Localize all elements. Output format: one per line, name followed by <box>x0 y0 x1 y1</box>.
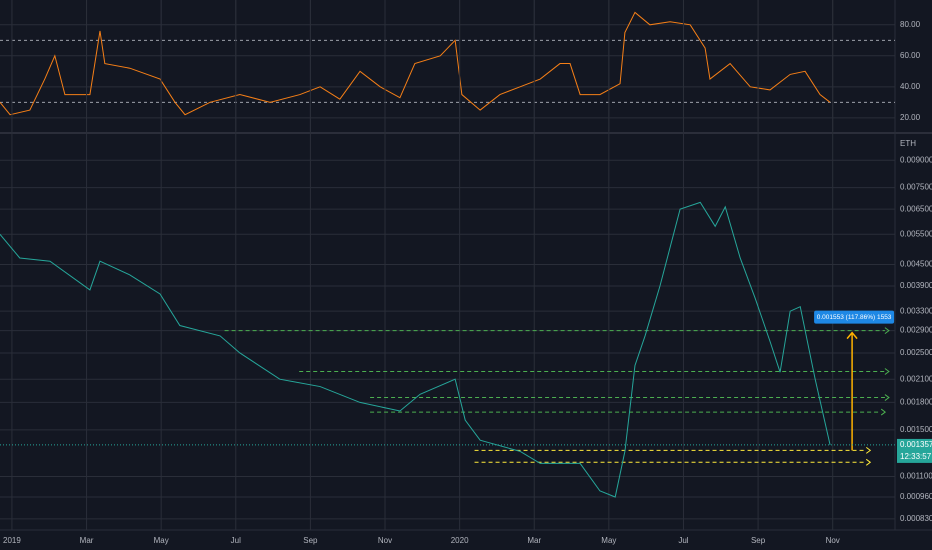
level-arrow <box>865 458 872 466</box>
y-tick-label: 0.003300 <box>900 306 932 315</box>
measure-label-box <box>814 310 895 324</box>
x-tick-label: Mar <box>80 536 94 545</box>
y-tick-label: 20.00 <box>900 113 921 122</box>
y-tick-label: 0.002900 <box>900 326 932 335</box>
y-tick-label: 0.000960 <box>900 492 932 501</box>
y-tick-label: 0.003900 <box>900 281 932 290</box>
x-tick-label: May <box>154 536 169 545</box>
y-tick-label: 40.00 <box>900 82 921 91</box>
y-tick-label: 0.007500 <box>900 183 932 192</box>
x-tick-label: Nov <box>378 536 392 545</box>
last-price-box <box>897 438 932 463</box>
y-tick-label: 0.006500 <box>900 204 932 213</box>
countdown: 12:33:57 <box>900 452 932 461</box>
measure-arrow <box>846 331 858 340</box>
y-tick-label: 80.00 <box>900 20 921 29</box>
level-arrow <box>884 368 890 375</box>
x-tick-label: Mar <box>527 536 541 545</box>
x-tick-label: Sep <box>303 536 318 545</box>
y-tick-label: 0.004500 <box>900 260 932 269</box>
measure-label: 0.001553 (117.86%) 1553 <box>817 314 892 321</box>
level-arrow <box>884 394 890 401</box>
x-tick-label: 2019 <box>3 536 21 545</box>
level-arrow <box>880 408 887 416</box>
x-tick-label: May <box>601 536 616 545</box>
series-line <box>0 201 831 498</box>
x-tick-label: Jul <box>678 536 688 545</box>
x-tick-label: 2020 <box>451 536 469 545</box>
y-tick-label: 0.005500 <box>900 229 932 238</box>
x-tick-label: Sep <box>751 536 766 545</box>
y-tick-label: 0.001500 <box>900 425 932 434</box>
unit-label: ETH <box>900 139 916 148</box>
y-tick-label: 0.009000 <box>900 155 932 164</box>
series-line <box>0 11 831 116</box>
y-tick-label: 0.002100 <box>900 374 932 383</box>
y-tick-label: 0.001100 <box>900 472 932 481</box>
y-tick-label: 0.000830 <box>900 514 932 523</box>
y-tick-label: 60.00 <box>900 51 921 60</box>
level-arrow <box>865 446 872 454</box>
y-tick-label: 0.002500 <box>900 348 932 357</box>
level-arrow <box>884 327 890 335</box>
x-tick-label: Jul <box>231 536 241 545</box>
x-tick-label: Nov <box>826 536 840 545</box>
last-price: 0.001357 <box>900 440 932 449</box>
y-tick-label: 0.001800 <box>900 398 932 407</box>
